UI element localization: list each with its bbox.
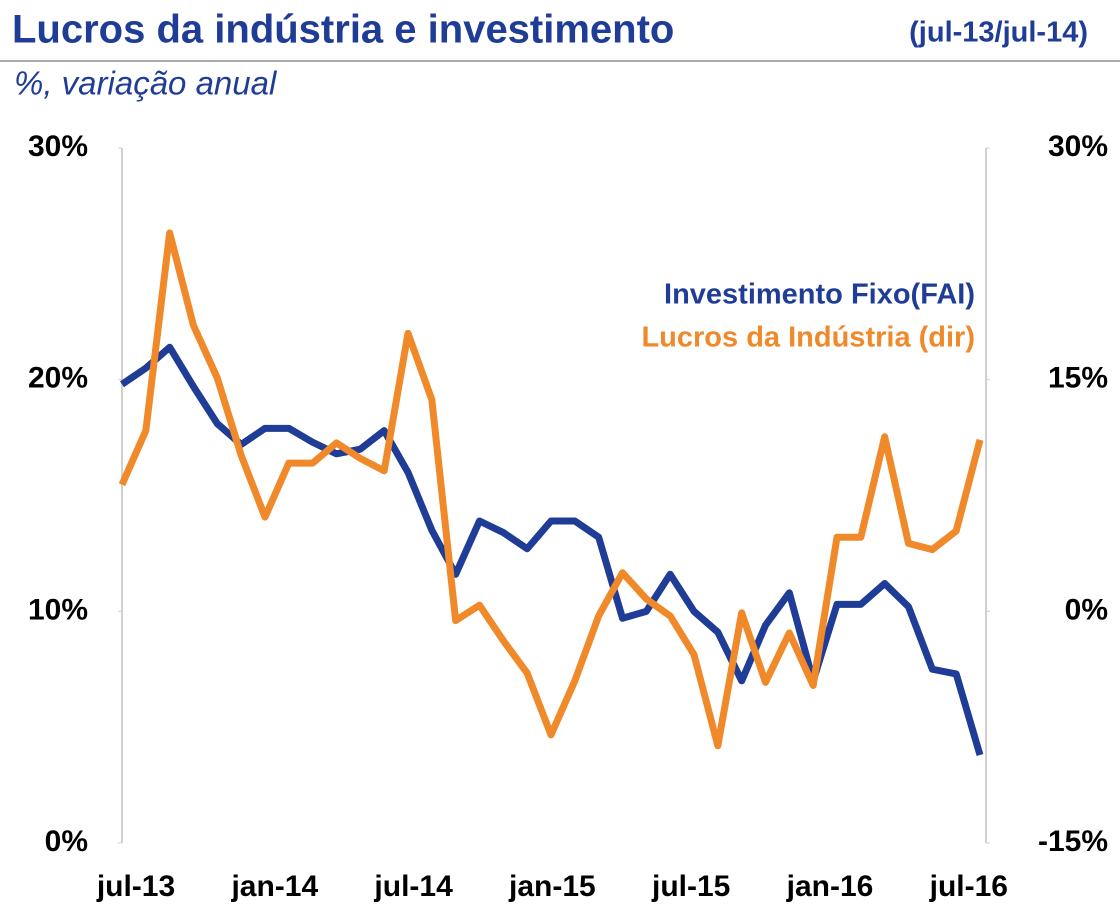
x-tick-label: jan-16 bbox=[786, 870, 874, 903]
x-tick-label: jul-13 bbox=[96, 870, 175, 903]
y2-tick-label: 30% bbox=[1048, 130, 1108, 163]
y2-tick-label: -15% bbox=[1038, 825, 1108, 858]
title-note: (jul-13/jul-14) bbox=[909, 17, 1088, 49]
legend-entry: Investimento Fixo(FAI) bbox=[664, 279, 975, 311]
subtitle: %, variação anual bbox=[14, 65, 278, 102]
legend-entry: Lucros da Indústria (dir) bbox=[641, 322, 975, 354]
series-line bbox=[118, 229, 984, 750]
y-tick-label: 0% bbox=[45, 825, 88, 858]
y2-tick-label: 15% bbox=[1048, 362, 1108, 395]
chart-title: Lucros da indústria e investimento bbox=[12, 8, 674, 52]
y2-tick-label: 0% bbox=[1065, 593, 1108, 626]
series-line bbox=[120, 343, 984, 756]
y-tick-label: 10% bbox=[28, 593, 88, 626]
x-tick-label: jul-15 bbox=[651, 870, 730, 903]
y-tick-label: 20% bbox=[28, 362, 88, 395]
x-tick-label: jan-14 bbox=[230, 870, 318, 903]
x-tick-label: jan-15 bbox=[508, 870, 596, 903]
x-tick-label: jul-14 bbox=[373, 870, 453, 903]
x-tick-label: jul-16 bbox=[929, 870, 1008, 903]
y-tick-label: 30% bbox=[28, 130, 88, 163]
